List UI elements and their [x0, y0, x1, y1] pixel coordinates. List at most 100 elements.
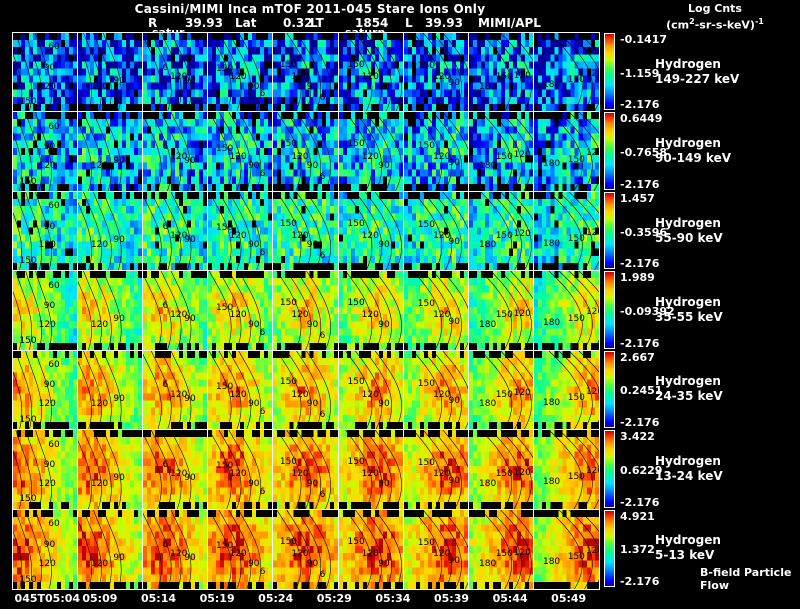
colorbar-tick-label: -1.159	[620, 66, 660, 80]
contour-label: 150	[216, 223, 234, 234]
panel-cell[interactable]: 120 90	[78, 33, 144, 112]
panel-cell[interactable]: 150 120 90 6	[273, 191, 339, 271]
panel-cell[interactable]: 150 120 90	[403, 271, 469, 350]
panel-cell[interactable]: 150 120 90 6	[208, 112, 274, 191]
contour-label: 60	[48, 42, 60, 53]
row-colorbar[interactable]	[604, 509, 615, 587]
panel-cell[interactable]: 120 90	[78, 112, 144, 191]
pitch-angle-contours	[273, 112, 337, 191]
panel-cell[interactable]: 150 120 90	[403, 33, 469, 112]
contour-label: 90	[113, 393, 125, 404]
panel-cell[interactable]: 150 120 90 6	[273, 271, 339, 350]
panel-cell[interactable]: 150 120 90 6	[273, 33, 339, 112]
panel-cell[interactable]: 150 120 90 6	[273, 430, 339, 509]
panel-cell[interactable]: 60 90 120 150	[13, 112, 79, 191]
row-colorbar[interactable]	[604, 112, 615, 190]
contour-label: 90	[184, 76, 196, 87]
panel-cell[interactable]: 150 120 90 6	[273, 112, 339, 191]
panel-cell[interactable]: 150 120 90	[403, 430, 469, 509]
panel-cell[interactable]: 150 120 90	[403, 509, 469, 589]
panel-cell[interactable]: 150 120 90 6	[208, 509, 274, 589]
panel-cell[interactable]: 60 90 120 150	[13, 350, 79, 430]
contour-label: 6	[162, 539, 169, 550]
panel-cell[interactable]: 120 90 6	[143, 191, 209, 271]
contour-label: 120	[361, 389, 379, 400]
panel-cell[interactable]: 120 90	[78, 271, 144, 350]
x-tick-label: 05:39	[433, 592, 469, 605]
colorbar-tick-label: -2.176	[620, 495, 660, 509]
row-colorbar[interactable]	[604, 33, 615, 111]
panel-cell[interactable]: 150 120 90	[403, 112, 469, 191]
panel-cell[interactable]: 150 120 90 6	[273, 509, 339, 589]
panel-cell[interactable]: 150 120 90	[338, 509, 404, 589]
panel-cell[interactable]: 60 90 120 150	[13, 509, 79, 589]
panel-cell[interactable]: 150 120 90	[338, 271, 404, 350]
contour-label: 120	[361, 310, 379, 321]
row-colorbar[interactable]	[604, 350, 615, 429]
row-colorbar[interactable]	[604, 191, 615, 270]
panel-cell[interactable]: 120 90 6	[143, 271, 209, 350]
panel-cell[interactable]: 120 90 6	[143, 112, 209, 191]
pitch-angle-contours	[534, 509, 599, 589]
panel-cell[interactable]: 150 120 90 6	[208, 430, 274, 509]
panel-cell[interactable]: 60 90 120 150	[13, 191, 79, 271]
panel-cell[interactable]: 120 90	[78, 350, 144, 430]
panel-cell[interactable]: 60 90 120 150	[13, 33, 79, 112]
pitch-angle-contours	[143, 191, 207, 271]
row-species-label: Hydrogen	[655, 215, 721, 230]
panel-cell[interactable]: 150 120 90	[338, 191, 404, 271]
panel-cell[interactable]: 60 90 120 150	[13, 430, 79, 509]
panel-cell[interactable]: 150 120 90	[403, 191, 469, 271]
contour-label: 120	[585, 546, 599, 557]
row-colorbar[interactable]	[604, 430, 615, 508]
panel-cell[interactable]: 150 120 90 6	[208, 33, 274, 112]
pitch-angle-contours	[13, 509, 77, 589]
pitch-angle-contours	[143, 430, 207, 509]
panel-cell[interactable]: 150 120 90 6	[273, 350, 339, 430]
panel-cell[interactable]: 150 120 90 6	[208, 271, 274, 350]
panel-cell[interactable]: 120 90	[78, 191, 144, 271]
panel-cell[interactable]: 150 120 90	[338, 33, 404, 112]
panel-cell[interactable]: 150 120 90	[338, 430, 404, 509]
panel-cell[interactable]: 120 90 6	[143, 350, 209, 430]
panel-cell[interactable]: 120 90 6	[143, 509, 209, 589]
panel-cell[interactable]: 120 90 6	[143, 430, 209, 509]
colorbar-tick-label: -0.09392	[620, 305, 675, 318]
panel-cell[interactable]: 120 90	[78, 509, 144, 589]
panel-cell[interactable]: 150 120 90	[403, 350, 469, 430]
panel-cell[interactable]: 150 120 90	[338, 112, 404, 191]
panel-cell[interactable]: 150 120 90	[338, 350, 404, 430]
panel-cell[interactable]: 150 120 90 6	[208, 191, 274, 271]
panel-cell[interactable]: 120 90 6	[143, 33, 209, 112]
panel-cell[interactable]: 120 90	[78, 430, 144, 509]
panel-cell[interactable]: 60 90 120 150	[13, 271, 79, 350]
row-energy-label: 35-55 keV	[655, 310, 723, 324]
row-species-label: Hydrogen	[655, 56, 721, 71]
pitch-angle-contours	[273, 509, 337, 589]
contour-label: 120	[229, 151, 247, 162]
contour-label: 150	[216, 461, 234, 472]
contour-label: 6	[319, 489, 326, 500]
contour-label: 180	[479, 478, 497, 489]
contour-label: 150	[567, 234, 585, 245]
plot-title: Cassini/MIMI Inca mTOF 2011-045 Stare Io…	[134, 2, 486, 16]
contour-label: 120	[170, 469, 188, 480]
panel-cell[interactable]: 150 120 90 6	[208, 350, 274, 430]
row-colorbar[interactable]	[604, 271, 615, 349]
x-tick-label: 05:29	[316, 592, 352, 605]
row-channel-label: Hydrogen 35-55 keV	[655, 295, 723, 325]
